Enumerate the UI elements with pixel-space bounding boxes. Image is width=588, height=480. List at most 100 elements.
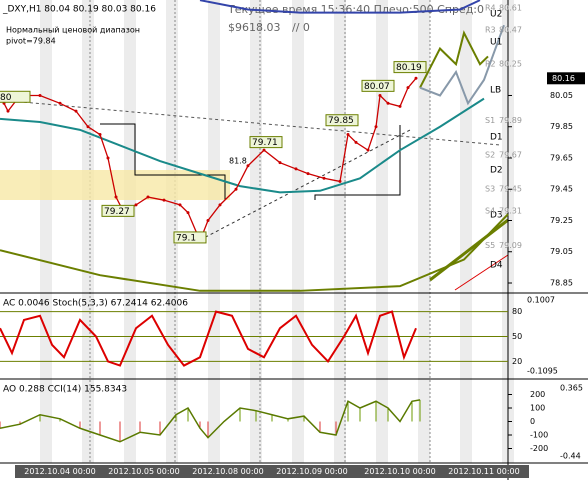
time-label-bg — [183, 465, 273, 478]
price-point — [378, 93, 382, 97]
stripe — [376, 0, 388, 463]
current-price: 80.16 — [552, 74, 575, 83]
annotation: 79.1 — [176, 233, 196, 243]
time-label: 2012.10.08 00:00 — [192, 467, 263, 476]
price-point — [106, 156, 110, 160]
price-point — [74, 109, 78, 113]
y-tick-label: 80 — [512, 307, 522, 316]
time-label: 2012.10.05 00:00 — [108, 467, 179, 476]
annotation: 80.07 — [364, 82, 390, 92]
stripe — [82, 0, 94, 463]
stripe — [250, 0, 262, 463]
time-label: 2012.10.04 00:00 — [24, 467, 95, 476]
d3-line — [429, 218, 509, 282]
y-tick-label: 79.25 — [550, 216, 573, 225]
annotation-box — [173, 231, 207, 244]
price-point — [162, 198, 166, 202]
price-point — [374, 125, 378, 129]
pivot-name: R4 — [485, 3, 496, 12]
y-tick-label: 78.85 — [550, 278, 573, 287]
symbol: _DXY,H1 80.04 80.19 80.03 80.16 — [2, 5, 156, 15]
level-label: D4 — [490, 261, 503, 271]
stripe — [334, 0, 346, 463]
price-point — [406, 86, 410, 90]
fib-label: 81.8 — [229, 157, 247, 166]
stripe — [40, 0, 52, 463]
y-tick-label: 79.45 — [550, 185, 573, 194]
annotation: 79.85 — [328, 116, 354, 126]
d4-line — [454, 254, 509, 291]
note: Нормальный ценовой диапазон — [6, 26, 140, 35]
box — [100, 123, 226, 200]
stripe — [208, 0, 220, 463]
pivot-name: S3 — [485, 185, 495, 194]
osc-title: AC 0.0046 Stoch(5,3,3) 67.2414 62.4006 — [3, 299, 188, 309]
price-point — [306, 172, 310, 176]
band — [0, 97, 485, 194]
price-point — [398, 104, 402, 108]
price-point — [322, 176, 326, 180]
price-point — [294, 167, 298, 171]
annotation: 79.71 — [252, 138, 278, 148]
y-tick-label: 79.65 — [550, 153, 573, 162]
box — [314, 125, 401, 200]
price-line — [3, 77, 417, 243]
band — [419, 24, 505, 106]
stoch-line — [0, 310, 417, 367]
band — [0, 213, 509, 292]
price-point — [366, 148, 370, 152]
annotation-box — [101, 204, 135, 217]
y-tick-label: 20 — [512, 357, 522, 366]
y-tick-label: 79.05 — [550, 247, 573, 256]
annotation-box — [393, 61, 427, 74]
cci-title: AO 0.288 CCI(14) 155.8343 — [3, 385, 127, 395]
price-point — [218, 203, 222, 207]
pivot-name: R2 — [485, 60, 496, 69]
pivot-name: S2 — [485, 150, 495, 159]
price-point — [58, 101, 62, 105]
y-tick-label: -100 — [530, 431, 548, 440]
price-point — [38, 93, 42, 97]
pivot-value: 80.25 — [499, 60, 522, 69]
level-label: LB — [490, 86, 501, 96]
pivot-value: 79.67 — [499, 150, 522, 159]
price-point — [134, 203, 138, 207]
band — [419, 30, 489, 89]
price-point — [206, 218, 210, 222]
annotation-box — [0, 90, 31, 103]
price-point — [146, 195, 150, 199]
stripe — [292, 0, 304, 463]
time-label-bg — [15, 465, 105, 478]
session-stripes — [40, 0, 514, 463]
level-label: U2 — [490, 10, 502, 20]
pivot-value: 79.31 — [499, 207, 522, 216]
current-price-box — [547, 72, 585, 85]
y-tick-label: 0 — [530, 417, 535, 426]
price-point — [114, 195, 118, 199]
annotation-box — [325, 114, 359, 127]
price-point — [278, 161, 282, 165]
time-label: 2012.10.09 00:00 — [276, 467, 347, 476]
annotation: 80 — [0, 93, 12, 103]
annotation-box — [249, 136, 283, 149]
annotation: 79.27 — [104, 207, 130, 217]
y-tick-label: -200 — [530, 444, 548, 453]
price-point — [98, 133, 102, 137]
price-point — [386, 101, 390, 105]
time-label: 2012.10.10 00:00 — [364, 467, 435, 476]
y-tick-label: 200 — [530, 390, 545, 399]
pivot-name: S1 — [485, 116, 495, 125]
level-label: D1 — [490, 133, 503, 143]
price-point — [186, 211, 190, 215]
level-label: D2 — [490, 166, 503, 176]
price-point — [6, 109, 10, 113]
pivot-value: 80.61 — [499, 3, 522, 12]
y-tick-label: 50 — [512, 332, 522, 341]
price-point — [178, 203, 182, 207]
pivot-value: 80.47 — [499, 25, 522, 34]
time-label-bg — [355, 465, 445, 478]
price-point — [414, 76, 418, 80]
annotation-box — [361, 79, 395, 92]
pivot-name: S5 — [485, 241, 495, 250]
pivot-value: 79.89 — [499, 116, 522, 125]
